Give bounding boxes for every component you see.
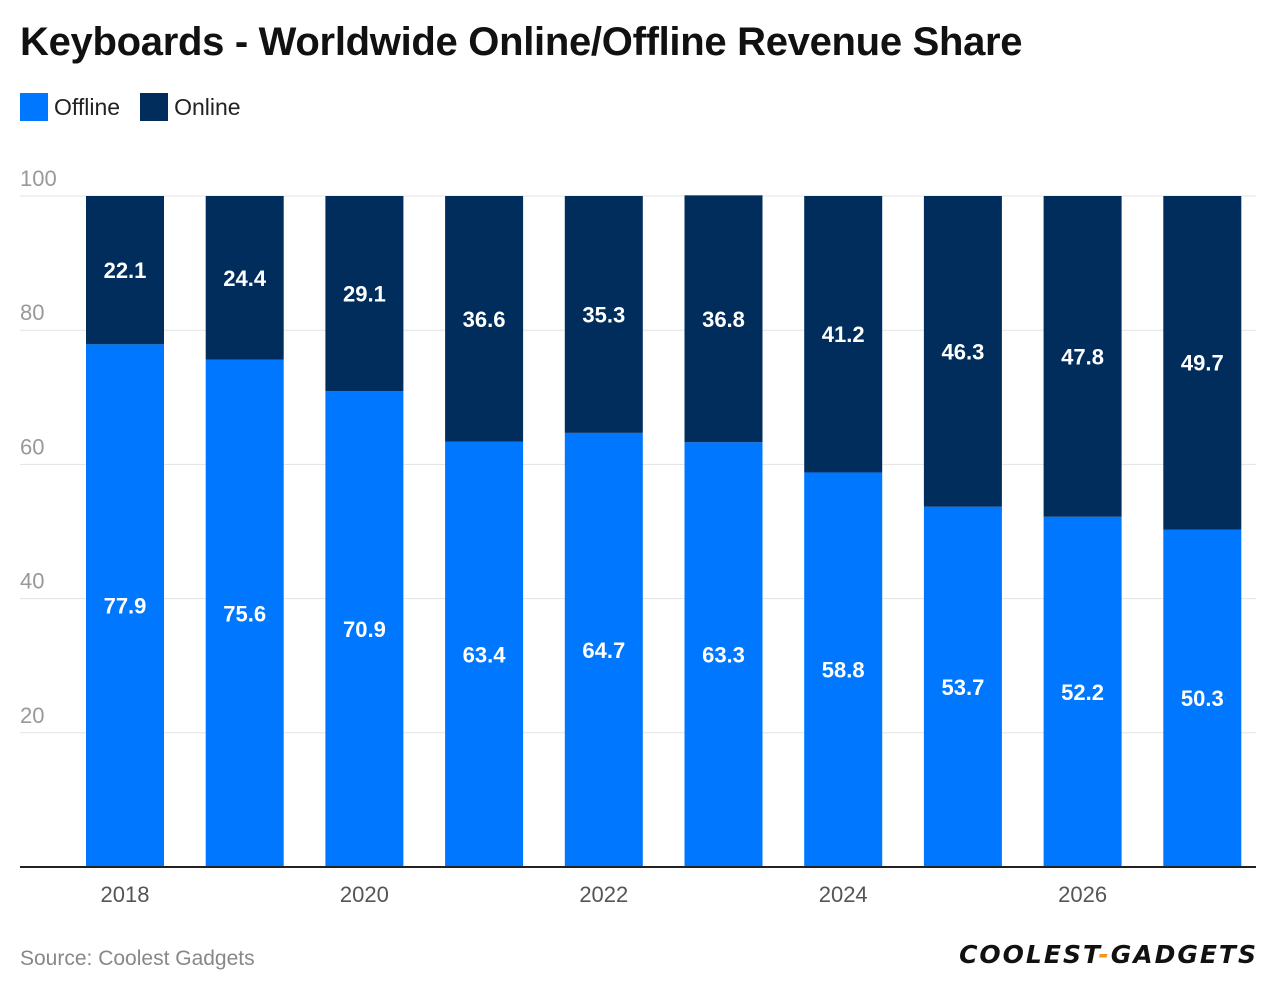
legend-item-online[interactable]: Online [140,93,241,121]
bar-online-2024 [804,196,883,473]
data-label-offline-2027: 50.3 [1181,686,1224,711]
bar-offline-2021 [445,441,524,867]
brand-logo: COOLEST-GADGETS [959,940,1258,969]
data-label-online-2024: 41.2 [822,322,865,347]
chart-title: Keyboards - Worldwide Online/Offline Rev… [20,20,1023,64]
bar-online-2020 [325,196,404,392]
logo-dash: - [1098,940,1111,969]
data-label-offline-2024: 58.8 [822,658,865,683]
bar-online-2019 [205,196,284,360]
bar-offline-2023 [684,442,763,867]
y-tick-label-60: 60 [20,434,44,459]
logo-left: COOLEST [959,940,1099,969]
data-label-online-2022: 35.3 [582,302,625,327]
data-label-offline-2026: 52.2 [1061,680,1104,705]
bar-online-2026 [1043,196,1122,517]
bar-online-2025 [923,196,1002,507]
legend-swatch-offline [20,93,48,121]
data-label-online-2019: 24.4 [223,266,267,291]
bar-offline-2026 [1043,516,1122,867]
y-tick-label-20: 20 [20,703,44,728]
data-label-offline-2019: 75.6 [223,601,266,626]
data-label-online-2026: 47.8 [1061,344,1104,369]
data-label-offline-2020: 70.9 [343,617,386,642]
source-note: Source: Coolest Gadgets [20,947,255,970]
y-tick-label-80: 80 [20,300,44,325]
legend: Offline Online [20,93,261,121]
data-label-online-2025: 46.3 [941,339,984,364]
data-label-online-2020: 29.1 [343,282,386,307]
bar-online-2022 [564,196,643,433]
legend-swatch-online [140,93,169,121]
bar-chart: 20 40 60 80 100 77.9 22.1 2018 75.6 24.4 70.9 29.1 2… [20,166,1256,907]
data-label-offline-2021: 63.4 [463,642,507,667]
x-tick-label-2026: 2026 [1058,882,1107,907]
data-label-online-2027: 49.7 [1181,351,1224,376]
data-label-offline-2025: 53.7 [941,675,984,700]
bar-online-2027 [1163,196,1242,530]
data-label-offline-2018: 77.9 [104,594,147,619]
bar-online-2018 [86,196,164,345]
data-label-online-2023: 36.8 [702,307,745,332]
bar-online-2023 [684,195,763,443]
bar-offline-2024 [804,472,883,867]
x-tick-label-2020: 2020 [340,882,389,907]
x-tick-label-2022: 2022 [579,882,628,907]
data-label-online-2018: 22.1 [104,258,147,283]
bar-offline-2027 [1163,529,1242,867]
x-tick-label-2018: 2018 [101,882,150,907]
logo-right: GADGETS [1110,940,1258,969]
data-label-offline-2023: 63.3 [702,643,745,668]
bar-offline-2020 [325,391,404,867]
legend-label-offline: Offline [54,93,121,120]
data-label-online-2021: 36.6 [463,307,506,332]
legend-label-online: Online [174,93,241,120]
y-tick-label-100: 100 [20,166,57,191]
legend-item-offline[interactable]: Offline [20,93,120,121]
bar-offline-2019 [205,359,284,867]
bar-offline-2018 [86,344,164,867]
data-label-offline-2022: 64.7 [582,638,625,663]
y-tick-label-40: 40 [20,569,44,594]
x-tick-label-2024: 2024 [819,882,868,907]
bar-offline-2022 [564,432,643,867]
bar-offline-2025 [923,506,1002,867]
bar-online-2021 [445,196,524,442]
